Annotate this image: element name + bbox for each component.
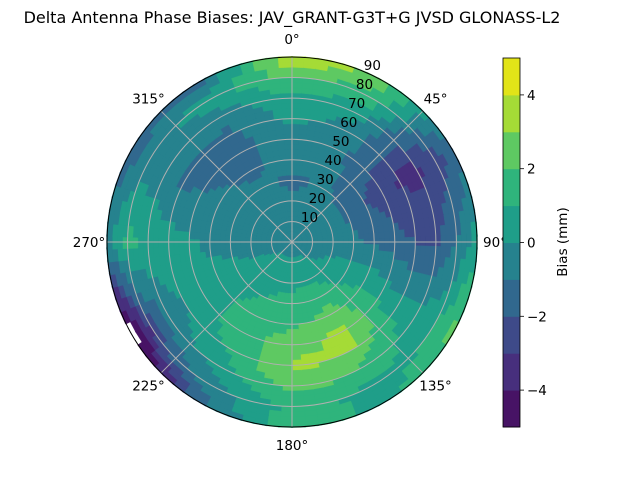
- colorbar-tick-label: −2: [527, 309, 547, 325]
- colorbar-segment: [503, 58, 520, 95]
- theta-tick-label: 180°: [276, 438, 309, 454]
- colorbar-segment: [503, 390, 520, 427]
- colorbar-segment: [503, 243, 520, 280]
- colorbar-tick-label: 2: [527, 162, 536, 178]
- theta-tick-label: 225°: [132, 379, 165, 395]
- colorbar-label: Bias (mm): [555, 207, 571, 276]
- colorbar-segment: [503, 353, 520, 390]
- chart-title: Delta Antenna Phase Biases: JAV_GRANT-G3…: [24, 8, 561, 28]
- colorbar-segment: [503, 279, 520, 316]
- theta-tick-label: 270°: [73, 235, 106, 251]
- colorbar-tick-label: 4: [527, 88, 536, 104]
- r-tick-label: 40: [324, 153, 341, 169]
- r-tick-label: 80: [356, 77, 373, 93]
- theta-tick-label: 0°: [284, 32, 299, 48]
- colorbar-segment: [503, 95, 520, 132]
- r-tick-label: 20: [309, 191, 326, 207]
- r-tick-label: 30: [317, 172, 334, 188]
- r-tick-label: 10: [301, 210, 318, 226]
- r-tick-label: 50: [332, 134, 349, 150]
- polar-grid: [107, 57, 477, 427]
- colorbar-segment: [503, 169, 520, 206]
- r-tick-label: 70: [348, 96, 365, 112]
- theta-tick-label: 135°: [419, 379, 452, 395]
- theta-tick-label: 315°: [132, 91, 165, 107]
- colorbar-segment: [503, 316, 520, 353]
- colorbar-segment: [503, 206, 520, 243]
- colorbar: −4 −2 0 2 4: [503, 58, 547, 428]
- colorbar-segment: [503, 132, 520, 169]
- theta-tick-label: 45°: [424, 91, 448, 107]
- r-tick-label: 90: [364, 58, 381, 74]
- colorbar-tick-label: −4: [527, 383, 547, 399]
- colorbar-tick-label: 0: [527, 236, 536, 252]
- r-tick-label: 60: [340, 115, 357, 131]
